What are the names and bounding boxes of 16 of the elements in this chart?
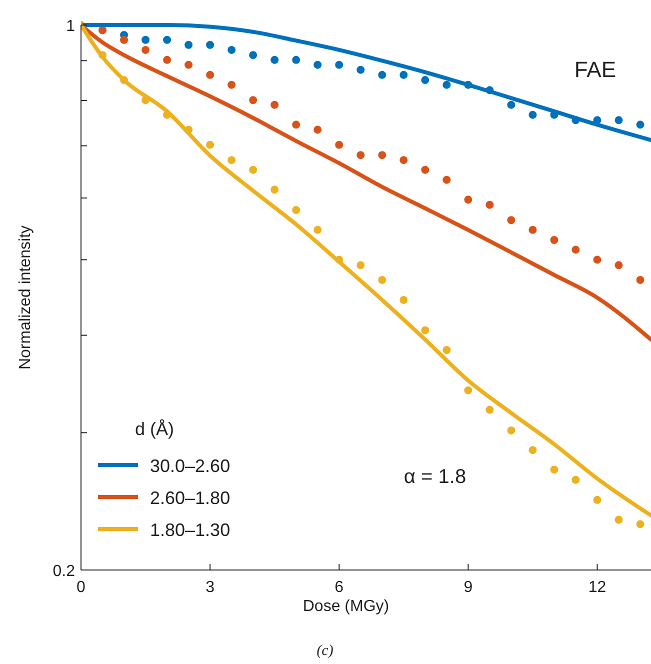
y-tick-label: 1 [66,18,76,35]
x-tick-label: 0 [76,579,86,596]
y-tick-label: 0.2 [52,563,76,580]
x-tick-label: 12 [588,579,606,596]
legend-label: 30.0–2.60 [150,456,230,476]
legend-label: 1.80–1.30 [150,520,230,540]
legend-label: 2.60–1.80 [150,488,230,508]
annotation: FAE [574,57,616,82]
x-axis-title: Dose (MGy) [302,598,390,615]
annotation: α = 1.8 [404,466,466,488]
text: (c) [316,643,334,659]
x-tick-label: 9 [464,579,473,596]
legend-title: d (Å) [135,419,174,439]
x-tick-label: 3 [206,579,215,596]
y-axis-title: Normalized intensity [17,225,34,370]
x-tick-label: 6 [334,579,344,596]
